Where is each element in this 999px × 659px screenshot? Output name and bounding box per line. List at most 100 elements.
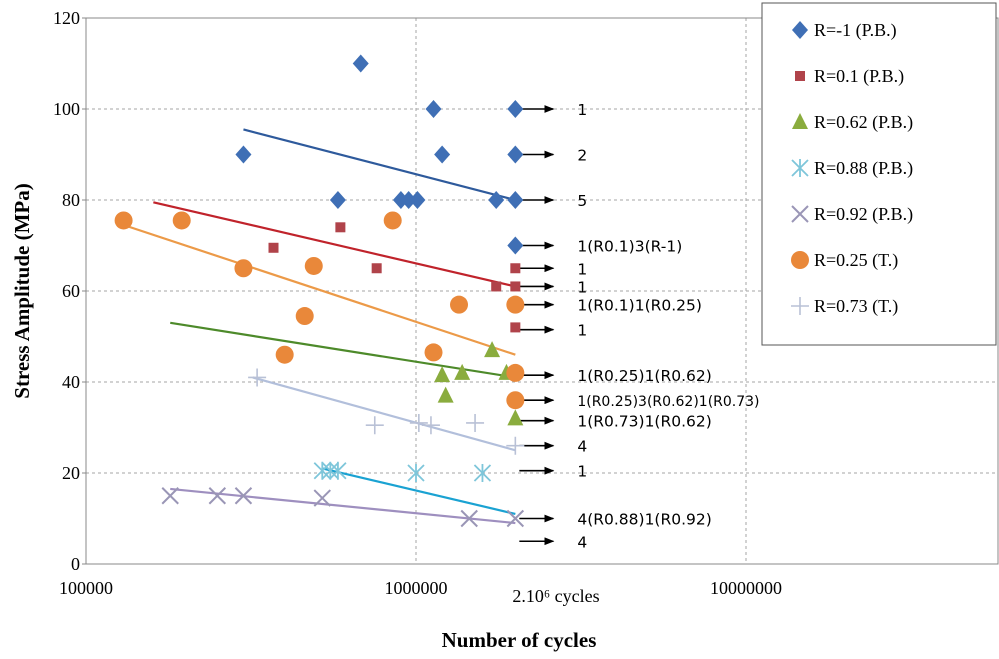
legend-label: R=0.73 (T.) — [814, 296, 898, 317]
data-point — [409, 413, 428, 432]
data-point — [507, 100, 524, 118]
trend-line — [243, 128, 516, 202]
data-points — [114, 54, 525, 528]
data-point — [488, 191, 505, 209]
runout-label: 1 — [577, 101, 587, 119]
legend-marker — [792, 113, 808, 129]
x-tick-label: 10000000 — [710, 578, 782, 598]
x-tick-label: 1000000 — [385, 578, 448, 598]
legend-box — [761, 2, 997, 346]
data-point — [466, 413, 485, 432]
y-tick-label: 100 — [53, 99, 80, 119]
trend-line — [123, 223, 516, 356]
legend-item: R=0.1 (P.B.) — [795, 66, 904, 87]
data-point — [484, 341, 501, 358]
y-tick-label: 40 — [62, 372, 80, 392]
legend-item: R=-1 (P.B.) — [792, 20, 897, 41]
data-point — [234, 487, 253, 505]
runout-label: 1(R0.1)1(R0.25) — [577, 297, 702, 315]
data-point — [365, 416, 384, 435]
runout-label: 4 — [577, 438, 587, 456]
data-point — [304, 256, 323, 275]
data-point — [329, 191, 346, 209]
legend-marker — [791, 251, 809, 269]
data-point — [507, 409, 524, 426]
data-point — [275, 345, 294, 364]
runout-label: 1 — [577, 463, 587, 481]
legend-label: R=0.92 (P.B.) — [814, 204, 913, 225]
data-point — [172, 211, 191, 230]
trend-lines — [123, 128, 516, 525]
data-point — [507, 236, 524, 255]
data-point — [352, 54, 369, 73]
runout-label: 1 — [577, 278, 587, 296]
legend-item: R=0.62 (P.B.) — [792, 112, 913, 133]
data-point — [510, 281, 521, 292]
runout-label: 5 — [577, 192, 587, 210]
runout-label: 1(R0.25)1(R0.62) — [577, 367, 711, 385]
data-point — [510, 322, 521, 333]
data-point — [383, 211, 402, 230]
data-point — [507, 191, 524, 209]
data-point — [460, 509, 478, 528]
legend-marker — [791, 159, 809, 177]
data-point — [507, 145, 524, 164]
data-point — [506, 391, 525, 410]
legend-item: R=0.25 (T.) — [791, 250, 898, 271]
axis-ticks: 0 20 40 60 80 100 120 100000 1000000 10000000 — [53, 8, 782, 598]
data-point — [454, 363, 471, 380]
y-tick-label: 20 — [62, 463, 80, 483]
runout-label: 4 — [577, 533, 587, 551]
data-point — [208, 487, 227, 505]
legend-label: R=0.1 (P.B.) — [814, 66, 904, 87]
data-point — [421, 416, 440, 435]
y-tick-label: 80 — [62, 190, 80, 210]
data-point — [248, 368, 267, 387]
data-point — [313, 489, 331, 507]
data-point — [425, 100, 442, 118]
data-point — [371, 263, 382, 274]
data-point — [161, 487, 179, 505]
data-point — [506, 295, 525, 314]
legend-label: R=0.62 (P.B.) — [814, 112, 913, 133]
data-point — [450, 295, 469, 314]
data-point — [268, 242, 279, 253]
runout-arrows: 1251(R0.1)3(R-1)111(R0.1)1(R0.25)11(R0.2… — [519, 101, 760, 551]
data-point — [335, 222, 346, 233]
data-point — [329, 461, 347, 480]
data-point — [400, 191, 417, 209]
data-point — [407, 464, 425, 482]
legend-marker — [791, 205, 809, 223]
data-point — [409, 191, 426, 209]
runout-label: 1(R0.73)1(R0.62) — [577, 413, 711, 431]
legend-label: R=0.25 (T.) — [814, 250, 898, 271]
data-point — [313, 461, 331, 480]
legend-marker — [791, 297, 809, 315]
data-point — [506, 363, 525, 382]
data-point — [295, 307, 314, 326]
runout-label: 1 — [577, 260, 587, 278]
data-point — [434, 145, 451, 164]
trend-line — [170, 321, 516, 379]
data-point — [437, 386, 454, 403]
trend-line — [322, 467, 516, 516]
y-tick-label: 120 — [53, 8, 80, 28]
y-tick-label: 60 — [62, 281, 80, 301]
legend-item: R=0.88 (P.B.) — [791, 158, 913, 179]
data-point — [234, 259, 253, 278]
runout-label: 2 — [577, 147, 587, 165]
data-point — [235, 145, 252, 164]
legend-item: R=0.92 (P.B.) — [791, 204, 913, 225]
legend: R=-1 (P.B.) R=0.1 (P.B.) R=0.62 (P.B.) R=0.… — [761, 2, 997, 346]
trend-line — [252, 376, 516, 452]
data-point — [491, 281, 502, 292]
runout-label: 1(R0.25)3(R0.62)1(R0.73) — [577, 394, 759, 410]
data-point — [506, 436, 525, 455]
data-point — [321, 461, 339, 480]
trend-line — [170, 487, 516, 525]
runout-label: 1 — [577, 322, 587, 340]
data-point — [114, 211, 133, 230]
x-axis-title: Number of cycles — [442, 628, 597, 652]
legend-marker — [795, 71, 805, 81]
